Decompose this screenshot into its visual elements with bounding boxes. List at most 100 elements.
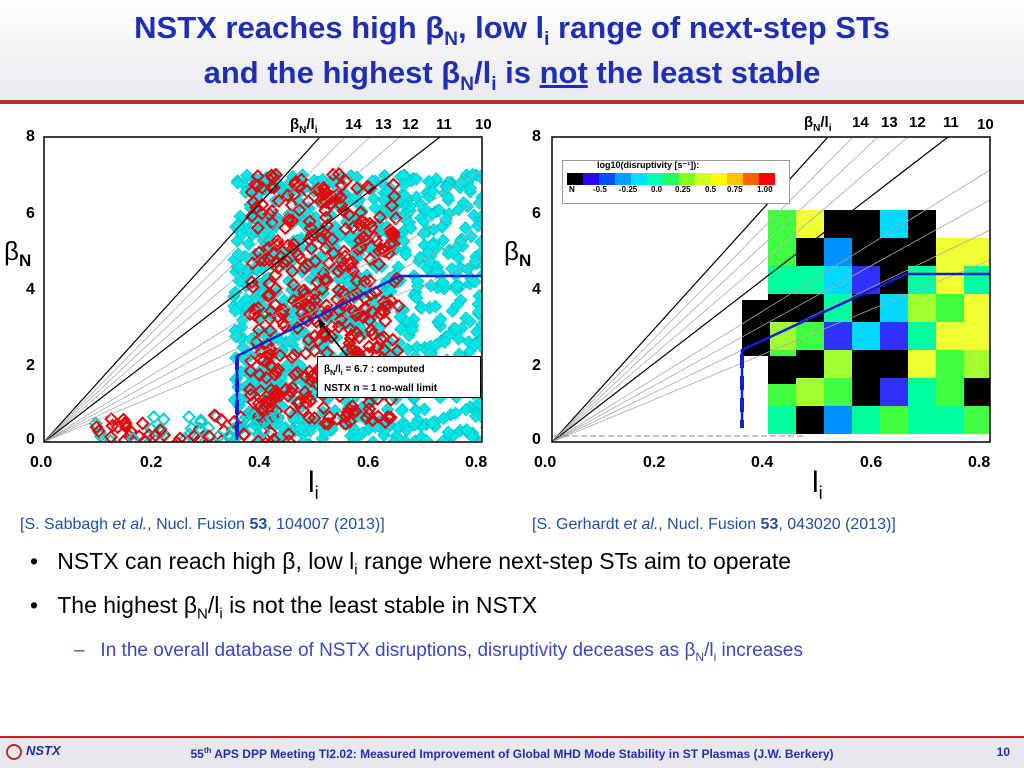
scatter-point — [343, 322, 358, 337]
disruptivity-cell — [796, 210, 824, 238]
x-tick: 0.4 — [248, 454, 271, 471]
disruptivity-cell — [824, 378, 852, 406]
legend-tick: 0.0 — [651, 185, 663, 194]
scatter-point — [285, 264, 300, 279]
ratio-value-11: 11 — [943, 114, 959, 131]
scatter-point — [228, 304, 243, 318]
scatter-point — [425, 416, 439, 430]
scatter-point — [300, 390, 315, 405]
scatter-point — [252, 312, 267, 327]
scatter-point — [302, 300, 317, 315]
disruptivity-cell — [880, 406, 908, 434]
ratio-value-14: 14 — [345, 116, 362, 133]
disruptivity-cell — [908, 266, 936, 294]
disruptivity-cell — [852, 378, 880, 406]
disruptivity-grid — [742, 210, 990, 434]
scatter-point — [409, 190, 424, 204]
disruptivity-cell — [852, 238, 880, 266]
scatter-point — [156, 412, 171, 427]
right-citation: [S. Gerhardt et al., Nucl. Fusion 53, 04… — [532, 516, 896, 533]
scatter-point — [329, 292, 345, 307]
ratio-lines — [44, 137, 482, 442]
slide-title-line2: and the highest βN/li is not the least s… — [203, 55, 821, 96]
scatter-point — [408, 417, 422, 432]
scatter-point — [89, 420, 104, 435]
scatter-point — [414, 300, 429, 315]
scatter-point — [146, 409, 161, 425]
x-axis-label: li — [308, 466, 319, 503]
scatter-point — [380, 410, 395, 425]
ratio-line — [44, 229, 482, 442]
y-tick: 2 — [532, 357, 541, 374]
scatter-point — [428, 299, 443, 314]
scatter-point — [459, 423, 474, 437]
disruptivity-cell — [742, 300, 770, 328]
disruptivity-cell — [964, 294, 990, 322]
scatter-point — [270, 233, 285, 248]
colorbar-swatch — [679, 173, 695, 185]
disruptivity-cell — [768, 356, 796, 384]
scatter-point — [137, 433, 152, 442]
ratio-line — [44, 169, 482, 442]
scatter-point — [403, 221, 418, 236]
scatter-point — [286, 293, 301, 308]
x-axis-label: li — [812, 466, 823, 503]
scatter-point — [445, 246, 460, 260]
scatter-point — [297, 287, 312, 302]
scatter-point — [304, 241, 319, 256]
scatter-point — [458, 221, 473, 235]
legend-tick: 0.25 — [675, 185, 691, 194]
y-tick: 8 — [532, 128, 541, 145]
scatter-point — [266, 432, 281, 442]
scatter-point — [297, 260, 312, 275]
scatter-point — [256, 424, 272, 439]
scatter-point — [307, 343, 322, 358]
scatter-point — [264, 168, 279, 183]
scatter-point — [193, 413, 209, 428]
scatter-point — [469, 409, 482, 423]
scatter-point — [244, 353, 259, 368]
scatter-point — [270, 260, 285, 275]
scatter-points — [88, 167, 482, 442]
colorbar-swatch — [743, 173, 759, 185]
disruptivity-cell — [936, 350, 964, 378]
ratio-value-13: 13 — [375, 116, 392, 133]
scatter-point — [148, 428, 163, 442]
ratio-line — [552, 137, 949, 442]
ratio-value-14: 14 — [852, 114, 869, 131]
scatter-point — [321, 416, 336, 431]
scatter-point — [400, 423, 414, 438]
scatter-point — [436, 434, 450, 442]
scatter-point — [247, 302, 262, 317]
ratio-value-12: 12 — [909, 114, 926, 131]
disruptivity-cell — [742, 328, 770, 356]
y-tick: 6 — [26, 205, 35, 222]
disruptivity-cell — [964, 378, 990, 406]
scatter-point — [255, 197, 270, 212]
ratio-value-10: 10 — [977, 116, 994, 133]
disruptivity-cell — [796, 350, 824, 378]
scatter-point — [356, 310, 371, 325]
scatter-point — [436, 275, 450, 290]
scatter-point — [252, 367, 267, 382]
scatter-point — [301, 194, 316, 209]
scatter-point — [295, 403, 311, 418]
scatter-point — [284, 332, 299, 347]
scatter-point — [325, 232, 340, 247]
scatter-point — [240, 168, 254, 183]
colorbar-swatch — [711, 173, 727, 185]
scatter-point — [448, 322, 463, 336]
scatter-point — [393, 310, 407, 324]
scatter-point — [448, 406, 463, 421]
scatter-point — [298, 385, 313, 400]
disruptivity-cell — [796, 266, 824, 294]
scatter-point — [352, 330, 367, 345]
scatter-point — [472, 289, 482, 303]
scatter-point — [397, 178, 411, 192]
disruptivity-cell — [964, 238, 990, 266]
scatter-point — [357, 274, 372, 289]
y-tick: 4 — [532, 281, 541, 298]
scatter-point — [319, 210, 334, 225]
scatter-point — [263, 436, 278, 442]
scatter-point — [386, 435, 401, 442]
